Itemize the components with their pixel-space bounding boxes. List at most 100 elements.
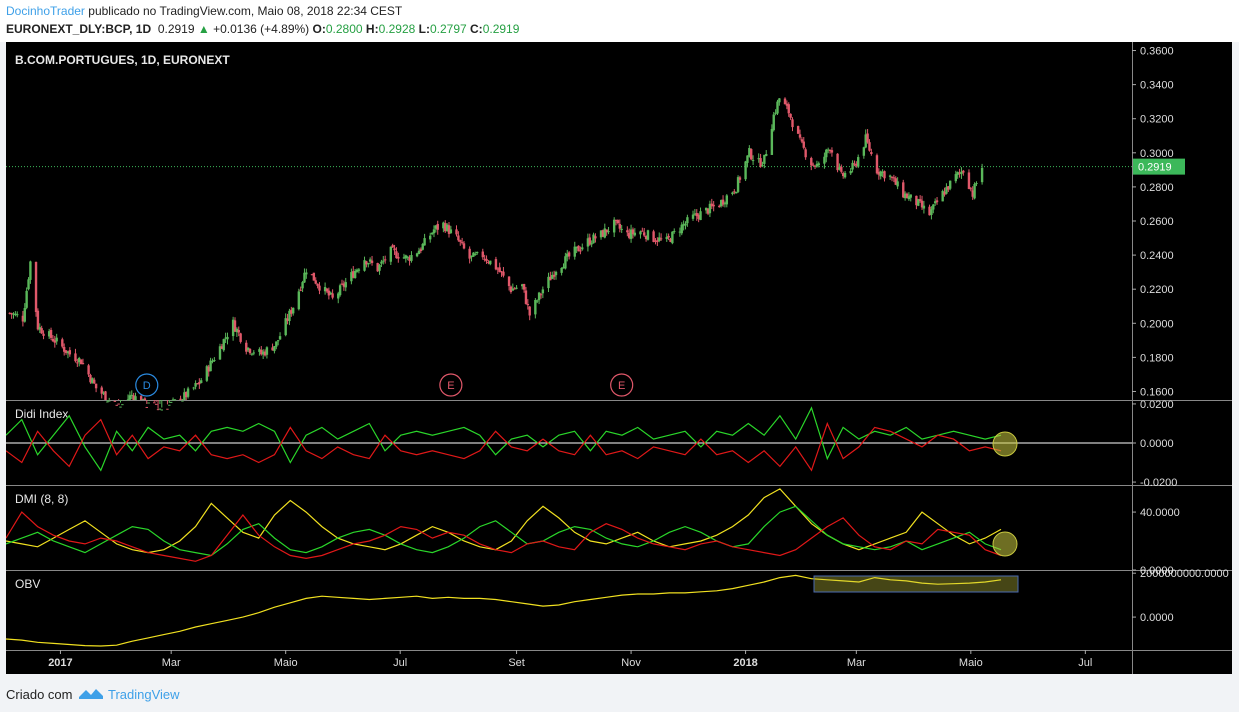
candle-body xyxy=(429,235,432,240)
candle-body xyxy=(337,293,340,299)
candle-body xyxy=(489,260,492,265)
low-value: 0.2797 xyxy=(429,22,467,36)
candle-body xyxy=(823,156,826,164)
candle-body xyxy=(402,257,406,259)
candle-body xyxy=(94,383,98,389)
close-label: C: xyxy=(470,22,483,36)
candle-body xyxy=(575,246,578,249)
author-link[interactable]: DocinhoTrader xyxy=(6,4,85,18)
candle-body xyxy=(633,232,637,236)
candle-body xyxy=(130,394,133,396)
time-tick-label: 2017 xyxy=(48,657,72,669)
candle-body xyxy=(783,98,787,105)
candle-body xyxy=(680,224,683,234)
candle-body xyxy=(811,164,815,166)
candle-body xyxy=(515,287,518,289)
candle-body xyxy=(751,160,755,162)
candle-body xyxy=(342,283,346,287)
candle-body xyxy=(870,152,873,155)
candle-body xyxy=(55,337,58,342)
candle-body xyxy=(250,353,254,355)
candle-body xyxy=(421,243,424,250)
candle-body xyxy=(631,229,635,235)
candle-body xyxy=(29,261,32,280)
dividend-marker-E[interactable] xyxy=(610,373,634,397)
candle-body xyxy=(145,406,148,408)
candle-body xyxy=(537,292,541,301)
candle-body xyxy=(765,154,768,156)
candle-body xyxy=(449,229,453,234)
candle-body xyxy=(770,128,774,155)
time-tick-label: Mar xyxy=(847,657,866,669)
candle-body xyxy=(759,158,762,167)
candle-body xyxy=(25,290,28,308)
candle-body xyxy=(376,263,379,272)
candle-body xyxy=(291,307,295,314)
candle-body xyxy=(725,195,729,205)
marker-label: E xyxy=(618,380,625,392)
candle-body xyxy=(316,283,319,286)
candle-body xyxy=(776,101,779,114)
candle-body xyxy=(627,232,631,238)
candle-body xyxy=(962,170,965,173)
candle-body xyxy=(194,383,197,387)
candle-body xyxy=(706,208,710,214)
ohlc-line: EURONEXT_DLY:BCP, 1D 0.2919 ▲ +0.0136 (+… xyxy=(6,22,519,36)
candle-body xyxy=(932,204,935,210)
price-tick-label: 0.2400 xyxy=(1140,250,1174,262)
dividend-marker-D[interactable] xyxy=(135,373,159,397)
published-text: publicado no TradingView.com, Maio 08, 2… xyxy=(88,4,403,18)
candle-body xyxy=(487,262,490,264)
candle-body xyxy=(305,272,308,275)
dividend-marker-E[interactable] xyxy=(439,373,463,397)
candle-body xyxy=(10,313,13,315)
candle-body xyxy=(117,403,120,405)
candle-body xyxy=(678,231,682,233)
candle-body xyxy=(475,251,479,254)
candle-body xyxy=(969,188,973,190)
candle-body xyxy=(370,260,374,263)
candle-body xyxy=(522,283,526,290)
dmi-tick-label: 0.0000 xyxy=(1140,565,1174,577)
candle-body xyxy=(975,183,978,185)
candle-body xyxy=(877,171,881,175)
candle-body xyxy=(920,200,924,208)
candle-body xyxy=(626,230,629,233)
candle-body xyxy=(327,290,331,296)
candle-body xyxy=(868,142,871,151)
candle-body xyxy=(185,392,188,398)
candle-body xyxy=(470,255,473,258)
chart-background xyxy=(6,42,1232,674)
candle-body xyxy=(851,162,854,170)
candle-body xyxy=(23,307,26,322)
candle-body xyxy=(875,155,879,174)
candle-body xyxy=(128,395,132,400)
candle-body xyxy=(881,171,884,173)
price-tick-label: 0.3400 xyxy=(1140,80,1174,92)
candle-body xyxy=(113,400,117,402)
candle-body xyxy=(836,153,839,171)
candle-body xyxy=(883,171,886,179)
candle-body xyxy=(344,282,347,288)
candle-body xyxy=(417,250,421,255)
chart-area[interactable]: 0.1600 0.1800 0.2000 0.2200 0.2400 0.2600 0.28… xyxy=(6,42,1232,674)
candle-body xyxy=(290,309,293,314)
tradingview-brand-link[interactable]: TradingView xyxy=(108,687,180,702)
candle-body xyxy=(579,250,582,252)
candle-body xyxy=(447,225,451,234)
candle-body xyxy=(813,165,817,167)
candle-body xyxy=(79,359,83,365)
candle-body xyxy=(838,167,841,170)
candle-body xyxy=(171,399,175,401)
candle-body xyxy=(365,261,368,265)
candle-body xyxy=(890,176,894,178)
candle-body xyxy=(594,236,597,239)
candle-body xyxy=(198,382,201,385)
candle-body xyxy=(541,289,545,294)
candle-body xyxy=(276,340,280,342)
price-tick-label: 0.3000 xyxy=(1140,148,1174,160)
candle-body xyxy=(656,240,659,243)
candle-body xyxy=(382,260,385,262)
candle-body xyxy=(917,199,920,206)
candle-body xyxy=(218,346,222,360)
